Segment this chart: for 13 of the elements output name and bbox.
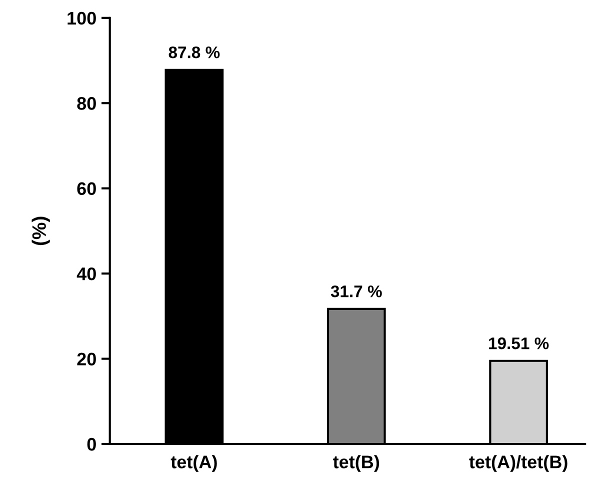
y-tick-label: 20 xyxy=(77,352,96,366)
y-axis-title: (%) xyxy=(32,216,50,246)
data-label: 31.7 % xyxy=(330,285,382,298)
y-tick-label: 100 xyxy=(68,12,96,25)
x-tick-label: tet(A)/tet(B) xyxy=(469,455,568,472)
x-tick-label: tet(A) xyxy=(170,455,217,472)
y-tick-label: 40 xyxy=(76,267,96,280)
x-tick-label: tet(B) xyxy=(333,455,380,472)
data-label: 19.51 % xyxy=(489,337,549,350)
data-label: 87.8 % xyxy=(168,46,220,58)
y-tick-label: 0 xyxy=(87,438,96,451)
y-tick-label: 80 xyxy=(77,97,96,110)
y-tick-label: 60 xyxy=(77,182,96,196)
